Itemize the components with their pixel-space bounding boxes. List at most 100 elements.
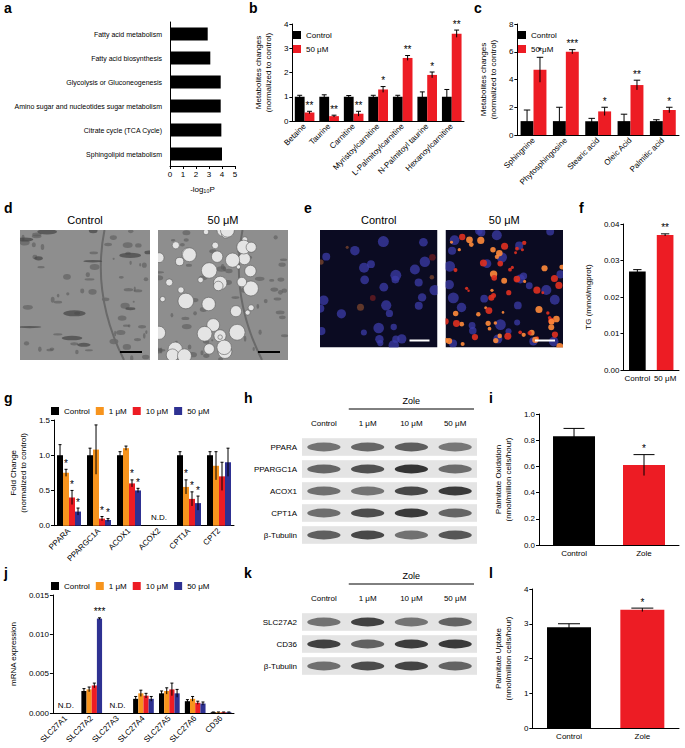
svg-text:**: **	[453, 19, 461, 30]
svg-text:3: 3	[207, 170, 212, 179]
svg-text:2: 2	[509, 103, 514, 112]
svg-text:TG (mmol/mgprot): TG (mmol/mgprot)	[584, 264, 593, 330]
svg-text:0: 0	[284, 117, 289, 126]
svg-text:mRNA expression: mRNA expression	[9, 622, 18, 686]
svg-text:0: 0	[524, 724, 529, 733]
svg-text:Oleic Acid: Oleic Acid	[602, 136, 633, 167]
svg-text:*: *	[381, 75, 385, 86]
svg-text:PPARA: PPARA	[270, 443, 297, 452]
svg-text:Control: Control	[531, 31, 557, 40]
svg-text:Control: Control	[561, 549, 587, 558]
svg-text:1.0: 1.0	[39, 451, 51, 460]
svg-text:4: 4	[524, 585, 529, 594]
svg-text:Hexanoylcarnitine: Hexanoylcarnitine	[404, 121, 456, 173]
svg-text:*: *	[190, 480, 194, 491]
svg-text:10 μM: 10 μM	[400, 594, 423, 603]
svg-text:*: *	[136, 477, 140, 488]
svg-text:ACOX1: ACOX1	[270, 487, 298, 496]
svg-text:0.010: 0.010	[29, 630, 50, 639]
svg-text:10 μM: 10 μM	[146, 407, 169, 416]
svg-text:0: 0	[509, 131, 514, 140]
svg-text:0.005: 0.005	[29, 669, 50, 678]
svg-text:*: *	[130, 468, 134, 479]
svg-text:6: 6	[509, 47, 514, 56]
svg-text:ACOX1: ACOX1	[107, 526, 133, 552]
svg-text:*: *	[76, 497, 80, 508]
svg-text:Control: Control	[64, 407, 90, 416]
svg-text:-log₁₀P: -log₁₀P	[190, 185, 215, 194]
svg-text:Control: Control	[306, 31, 332, 40]
svg-text:0.4: 0.4	[524, 488, 536, 497]
svg-text:50 μM: 50 μM	[654, 374, 677, 383]
svg-text:1 μM: 1 μM	[359, 594, 377, 603]
svg-text:4: 4	[284, 20, 289, 29]
svg-text:50 μM: 50 μM	[489, 214, 520, 226]
svg-text:***: ***	[94, 606, 106, 617]
svg-text:4: 4	[509, 75, 514, 84]
svg-text:CD36: CD36	[277, 640, 298, 649]
svg-text:(normalized to control): (normalized to control)	[19, 433, 28, 513]
svg-text:*: *	[100, 505, 104, 516]
svg-text:***: ***	[566, 38, 578, 49]
svg-text:3: 3	[524, 619, 529, 628]
svg-text:CPT1A: CPT1A	[168, 526, 193, 551]
svg-text:*: *	[184, 468, 188, 479]
svg-text:5: 5	[233, 170, 238, 179]
svg-text:CPT2: CPT2	[201, 526, 222, 547]
svg-text:Control: Control	[67, 214, 102, 226]
svg-text:0.02: 0.02	[604, 293, 620, 302]
svg-text:0.8: 0.8	[524, 436, 536, 445]
svg-text:**: **	[633, 69, 641, 80]
svg-text:N.D.: N.D.	[151, 513, 167, 522]
svg-text:(nmol/million cells/hour): (nmol/million cells/hour)	[504, 437, 513, 521]
svg-text:PPARGC1A: PPARGC1A	[254, 465, 298, 474]
svg-text:**: **	[306, 100, 314, 111]
svg-text:SLC27A2: SLC27A2	[263, 618, 298, 627]
svg-text:Metabolites changes: Metabolites changes	[254, 36, 263, 109]
svg-text:*: *	[64, 458, 68, 469]
svg-text:10 μM: 10 μM	[400, 419, 423, 428]
svg-text:*: *	[70, 479, 74, 490]
svg-text:0.6: 0.6	[524, 462, 536, 471]
svg-text:Zole: Zole	[636, 549, 652, 558]
svg-text:0.03: 0.03	[604, 256, 620, 265]
svg-text:0.2: 0.2	[524, 514, 536, 523]
svg-text:β-Tubulin: β-Tubulin	[264, 531, 297, 540]
svg-text:1 μM: 1 μM	[109, 582, 127, 591]
svg-text:1.5: 1.5	[39, 416, 51, 425]
svg-text:Control: Control	[64, 582, 90, 591]
svg-text:Fatty acid metabolism: Fatty acid metabolism	[94, 31, 162, 39]
svg-text:ACOX2: ACOX2	[137, 526, 163, 552]
svg-text:Zole: Zole	[403, 396, 421, 406]
svg-text:0.5: 0.5	[39, 486, 51, 495]
svg-text:0.01: 0.01	[604, 329, 620, 338]
svg-text:Zole: Zole	[403, 571, 421, 581]
svg-text:1 μM: 1 μM	[109, 407, 127, 416]
svg-text:β-Tubulin: β-Tubulin	[264, 662, 297, 671]
svg-text:1.0: 1.0	[524, 410, 536, 419]
svg-text:2: 2	[524, 654, 529, 663]
svg-text:8: 8	[509, 20, 514, 29]
svg-text:1: 1	[284, 92, 289, 101]
svg-text:*: *	[430, 61, 434, 72]
svg-text:2: 2	[194, 170, 199, 179]
svg-text:PPARA: PPARA	[47, 526, 73, 552]
svg-text:Metabolites changes: Metabolites changes	[479, 43, 488, 116]
svg-text:0.015: 0.015	[29, 591, 50, 600]
svg-text:50 μM: 50 μM	[531, 45, 554, 54]
svg-text:Control: Control	[311, 419, 337, 428]
svg-text:Sphingnine: Sphingnine	[502, 135, 537, 170]
svg-text:50 μM: 50 μM	[208, 214, 239, 226]
svg-text:Palmitic acid: Palmitic acid	[628, 136, 666, 174]
svg-text:Betaine: Betaine	[282, 121, 308, 147]
svg-text:Citrate cycle (TCA Cycle): Citrate cycle (TCA Cycle)	[84, 127, 162, 135]
svg-text:1: 1	[524, 689, 529, 698]
svg-text:Control: Control	[624, 374, 650, 383]
svg-text:0.00: 0.00	[604, 366, 620, 375]
svg-text:Control: Control	[361, 214, 396, 226]
svg-text:*: *	[667, 96, 671, 107]
svg-text:SLC27A6: SLC27A6	[168, 713, 199, 744]
svg-text:Sphingolipid metabolism: Sphingolipid metabolism	[86, 151, 162, 159]
svg-text:Phytosphingosine: Phytosphingosine	[518, 135, 569, 186]
svg-text:0: 0	[168, 170, 173, 179]
